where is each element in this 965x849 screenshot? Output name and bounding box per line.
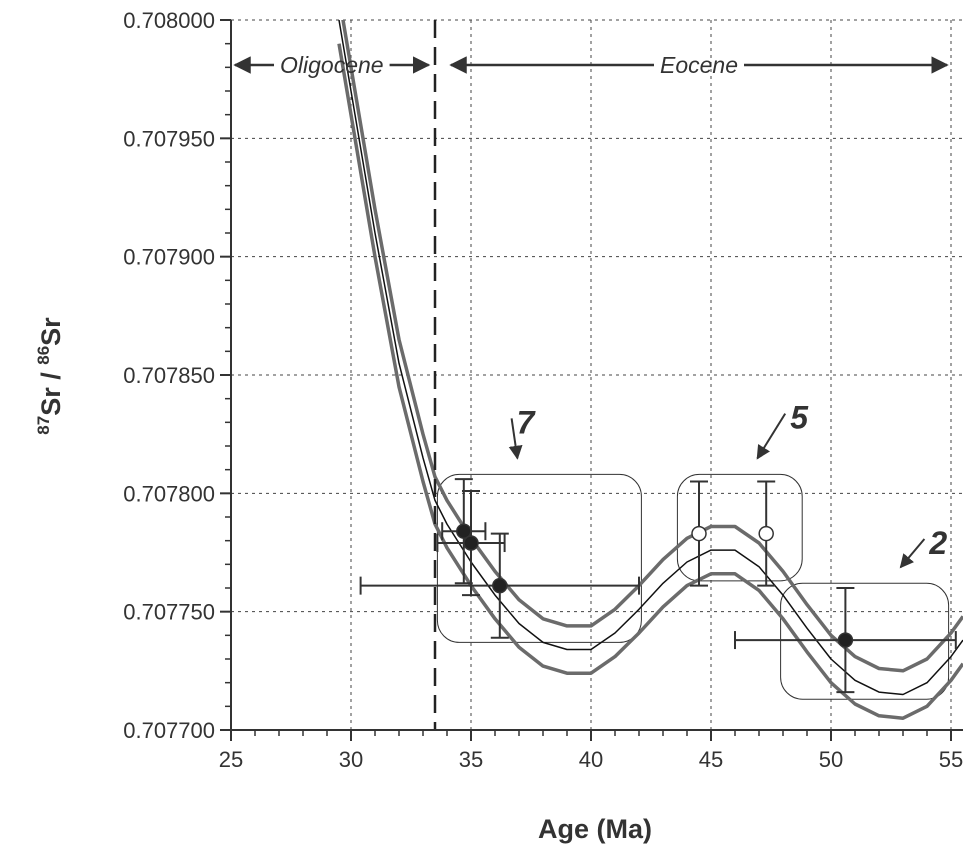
group-arrow-5: [756, 413, 787, 460]
x-tick-label: 45: [699, 747, 723, 772]
y-tick-label: 0.707950: [123, 126, 215, 151]
y-tick-label: 0.707700: [123, 718, 215, 743]
curve-lower-envelope: [337, 43, 963, 720]
y-axis-title-sup2: 86: [34, 346, 53, 365]
axes: [220, 19, 963, 741]
group-arrow-7: [508, 418, 523, 460]
x-tick-label: 25: [219, 747, 243, 772]
group-label-7: 7: [517, 404, 537, 440]
data-point-filled: [463, 535, 479, 551]
epoch-label-0: Oligocene: [280, 52, 384, 78]
curve-group: [337, 20, 963, 720]
x-tick-label: 55: [939, 747, 963, 772]
curve-central: [338, 20, 963, 696]
data-point-open: [758, 525, 774, 542]
y-axis-title-main1: Sr /: [36, 365, 66, 416]
labels: Age (Ma) 87Sr / 86Sr 25 30 35 40 45 50 550.707…: [34, 8, 963, 844]
x-tick-label: 40: [579, 747, 603, 772]
group-boxes: [436, 473, 950, 700]
data-point-filled: [492, 577, 508, 594]
x-tick-label: 50: [819, 747, 843, 772]
y-tick-label: 0.707750: [123, 600, 215, 625]
group-box-5: [676, 473, 803, 582]
y-tick-label: 0.708000: [123, 8, 215, 33]
x-axis-title: Age (Ma): [538, 814, 652, 844]
y-tick-label: 0.707900: [123, 245, 215, 270]
y-axis-title: 87Sr / 86Sr: [34, 317, 66, 435]
data-point-filled: [837, 632, 854, 648]
y-tick-label: 0.707800: [123, 481, 215, 506]
y-tick-label: 0.707850: [123, 363, 215, 388]
group-box-2: [780, 582, 950, 700]
seawater-curve: [337, 20, 963, 720]
group-box-7: [436, 473, 642, 643]
group-label-5: 5: [790, 400, 809, 436]
group-arrow-2: [899, 538, 926, 569]
data-point-open: [691, 525, 707, 542]
curve-upper-envelope: [341, 20, 963, 673]
x-tick-label: 35: [459, 747, 483, 772]
grid: [231, 19, 963, 730]
y-axis-title-main2: Sr: [36, 317, 66, 346]
data-points: [359, 478, 957, 694]
y-axis-title-sup1: 87: [34, 416, 53, 435]
x-tick-label: 30: [339, 747, 363, 772]
epoch-label-1: Eocene: [660, 52, 738, 78]
group-label-2: 2: [928, 525, 947, 561]
